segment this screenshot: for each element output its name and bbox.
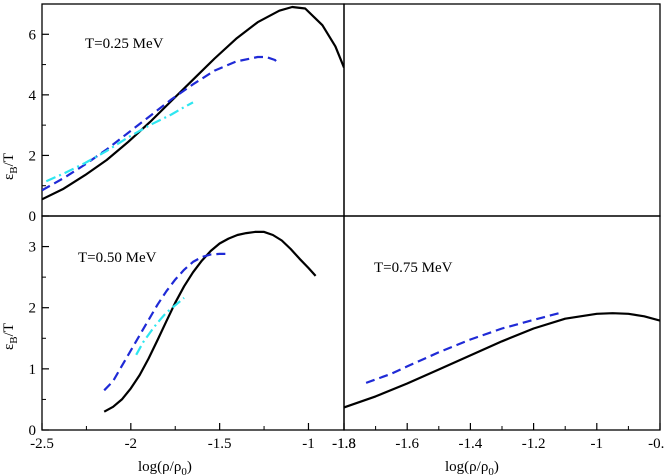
series-line-solid	[103, 230, 317, 413]
series-line-dashed	[365, 312, 560, 384]
y-tick-label: 1	[29, 362, 37, 378]
x-tick-label-divider: -1.8	[332, 436, 356, 452]
y-axis-label-top: εB/T	[1, 153, 20, 180]
panel-frame-bottom-right	[343, 215, 661, 431]
panel-annotation: T=0.25 MeV	[85, 36, 164, 52]
panel-annotation: T=0.50 MeV	[78, 250, 157, 266]
panel-top-left: 0 2 4 6 T=0.25 MeV	[29, 5, 344, 225]
x-axis-label-right: log(ρ/ρ0)	[445, 459, 499, 476]
x-tick-label: -1.4	[459, 436, 483, 452]
series-line-dashed	[42, 55, 281, 192]
x-tick-label: -1.2	[522, 436, 546, 452]
x-tick-label: -1.5	[208, 436, 232, 452]
x-tick-label: -2.5	[30, 436, 54, 452]
series-line-solid	[344, 312, 660, 409]
y-tick-label: 4	[29, 88, 37, 104]
panel-bottom-right: -1.8 -1.6 -1.4 -1.2 -1 -0.8 T=0.75 MeV	[332, 260, 664, 452]
panel-frame-bottom-left	[41, 215, 345, 431]
x-tick-label: -0.8	[648, 436, 664, 452]
y-tick-label: 2	[29, 148, 37, 164]
y-tick-label: 0	[29, 209, 37, 225]
panel-bottom-left: 0 1 2 3 -2.5 -2 -1.5 -1 T=0.50 MeV	[29, 230, 317, 452]
panel-annotation: T=0.75 MeV	[374, 260, 453, 276]
x-tick-label: -1.8	[332, 436, 356, 452]
y-tick-label: 3	[29, 240, 37, 256]
x-tick-label: -2	[125, 436, 138, 452]
y-tick-label: 0	[29, 423, 37, 439]
x-tick-label: -1	[591, 436, 604, 452]
series-line-dash-dot	[135, 297, 185, 356]
plot-layer: 0 2 4 6 T=0.25 MeV 0 1 2 3 -2.5 -2 -1.5 -1 T=0.50 MeV…	[29, 5, 664, 452]
panel-frame-top-right	[343, 3, 661, 217]
series-line-dash-dot	[45, 101, 194, 183]
series-line-solid	[42, 5, 344, 201]
x-tick-label: -1.6	[395, 436, 419, 452]
x-axis-label-left: log(ρ/ρ0)	[138, 459, 192, 476]
x-tick-label: -1	[302, 436, 315, 452]
y-tick-label: 6	[29, 27, 37, 43]
series-line-dashed	[103, 252, 227, 392]
y-axis-label-bottom: εB/T	[1, 323, 20, 350]
y-tick-label: 2	[29, 301, 37, 317]
